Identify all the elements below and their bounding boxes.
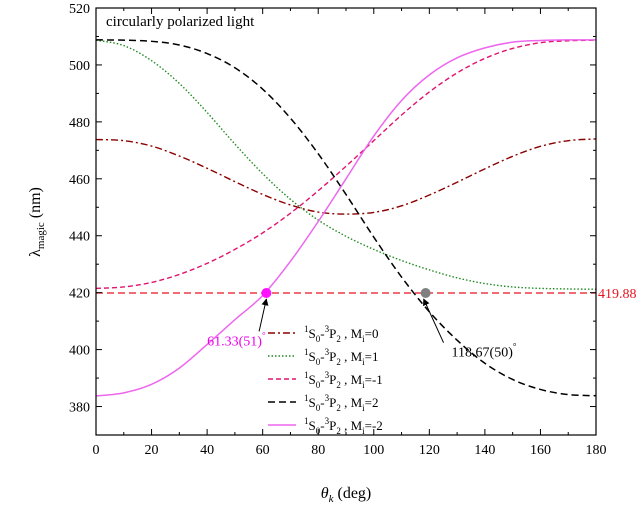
y-tick-label: 420: [69, 287, 90, 302]
marker-point: [420, 288, 431, 299]
y-tick-label: 400: [69, 344, 90, 359]
y-tick-label: 460: [69, 173, 90, 188]
x-axis-unit: (deg): [333, 485, 371, 502]
series-line-2: [95, 39, 597, 290]
marker-arrow: [423, 298, 445, 343]
legend-label: 1S0-3P2 , Mi=2: [304, 393, 378, 413]
x-tick-label: 160: [530, 443, 551, 458]
y-tick-label: 380: [69, 401, 90, 416]
x-tick-label: 40: [200, 443, 214, 458]
marker-label: 61.33(51)°: [207, 330, 266, 349]
chart-title: circularly polarized light: [106, 14, 255, 30]
x-tick-label: 100: [363, 443, 384, 458]
legend-label: 1S0-3P2 , Mi=1: [304, 347, 378, 367]
y-tick-label: 480: [69, 116, 90, 131]
x-tick-label: 120: [419, 443, 440, 458]
x-axis-subscript: k: [329, 493, 335, 505]
plot-background: [96, 8, 596, 435]
legend-label: 1S0-3P2 , Mi=-1: [304, 370, 383, 390]
series-layer: [95, 39, 597, 397]
legend: 1S0-3P2 , Mi=0 1S0-3P2 , Mi=1 1S0-3P2 , Mi…: [268, 324, 383, 436]
series-line-0: [95, 138, 597, 215]
y-axis-subscript: magic: [35, 222, 47, 249]
marker-layer: 61.33(51)° 118.67(50)°: [207, 288, 517, 361]
y-tick-label: 520: [69, 2, 90, 17]
x-tick-label: 20: [145, 443, 159, 458]
x-tick-label: 180: [586, 443, 607, 458]
series-line-3: [95, 39, 597, 397]
series-line-1: [95, 39, 597, 290]
reference-line-layer: 419.88: [96, 287, 637, 302]
plot-area: [96, 8, 596, 435]
y-axis-unit: (nm): [27, 187, 44, 222]
marker-point: [261, 288, 272, 299]
y-axis-label: λmagic (nm): [27, 187, 47, 257]
y-tick-label: 500: [69, 59, 90, 74]
x-tick-label: 0: [93, 443, 100, 458]
x-tick-label: 80: [311, 443, 325, 458]
x-tick-label: 140: [474, 443, 495, 458]
x-axis-symbol: θ: [321, 485, 329, 502]
legend-label: 1S0-3P2 , Mi=0: [304, 324, 378, 344]
series-line-4: [95, 39, 597, 397]
y-axis-symbol: λ: [27, 249, 44, 257]
x-tick-label: 60: [256, 443, 270, 458]
y-tick-label: 440: [69, 230, 90, 245]
axis-layer: 0 20 40 60 80 100 120 140 160 180 380 400 420 440 460 4…: [69, 2, 607, 458]
marker-arrow: [258, 298, 269, 332]
marker-label: 118.67(50)°: [452, 342, 517, 361]
legend-label: 1S0-3P2 , Mi=-2: [304, 416, 383, 436]
x-axis-label: θk (deg): [321, 485, 372, 505]
reference-line-label: 419.88: [598, 287, 637, 302]
